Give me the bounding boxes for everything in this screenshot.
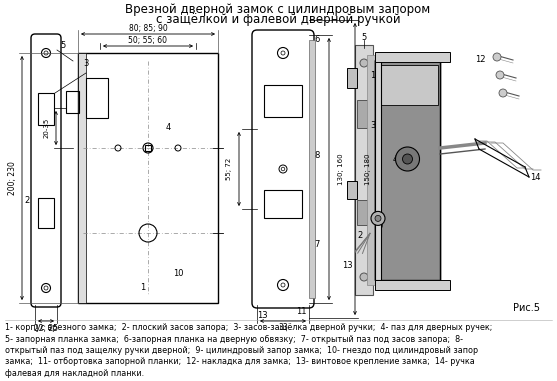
Text: 11: 11 [296, 306, 306, 315]
Text: с защёлкой и фалевой дверной ручкой: с защёлкой и фалевой дверной ручкой [156, 13, 400, 27]
Circle shape [499, 89, 507, 97]
Text: замка;  11- отбортовка запорной планки;  12- накладка для замка;  13- винтовое к: замка; 11- отбортовка запорной планки; 1… [5, 357, 475, 367]
Bar [355, 45, 373, 295]
Text: 1: 1 [140, 283, 145, 293]
Text: 150; 180: 150; 180 [365, 153, 371, 185]
Bar [347, 68, 357, 88]
Bar [375, 60, 440, 280]
Text: 55; 72: 55; 72 [226, 158, 232, 180]
Text: 3: 3 [84, 59, 89, 67]
Circle shape [360, 59, 368, 67]
Text: 8: 8 [314, 151, 319, 160]
Bar [66, 91, 79, 113]
Text: 2: 2 [358, 232, 363, 240]
Text: 2: 2 [25, 196, 30, 205]
Text: 5: 5 [361, 32, 367, 42]
Bar [78, 53, 218, 303]
Text: 9: 9 [378, 222, 383, 231]
Bar [309, 40, 315, 298]
Text: 1- корпус врезного замка;  2- плоский засов запора;  3- засов-защёлка дверной ру: 1- корпус врезного замка; 2- плоский зас… [5, 323, 492, 332]
FancyBboxPatch shape [252, 30, 314, 308]
Bar [264, 190, 302, 218]
Text: 5: 5 [60, 42, 65, 51]
Text: 3: 3 [370, 122, 375, 131]
Text: 13: 13 [257, 311, 267, 320]
Text: 130; 160: 130; 160 [338, 153, 344, 185]
Text: открытый паз под защелку ручки дверной;  9- цилиндровый запор замка;  10- гнездо: открытый паз под защелку ручки дверной; … [5, 346, 478, 355]
Bar [86, 78, 108, 118]
Circle shape [375, 215, 381, 221]
FancyBboxPatch shape [31, 34, 61, 307]
Text: 13: 13 [341, 261, 353, 269]
Text: 1: 1 [370, 70, 375, 80]
Circle shape [403, 154, 413, 164]
Text: 12: 12 [475, 56, 485, 64]
Bar [377, 65, 438, 105]
Bar [367, 55, 375, 285]
Text: 4: 4 [165, 123, 170, 133]
Bar [347, 181, 357, 199]
Text: 200; 230: 200; 230 [7, 161, 17, 195]
Bar [375, 280, 450, 290]
Bar [375, 52, 450, 62]
Text: 50; 55; 60: 50; 55; 60 [129, 35, 168, 45]
Bar [357, 200, 371, 225]
Text: 22; 25: 22; 25 [34, 323, 58, 333]
Bar [38, 93, 54, 125]
Circle shape [493, 53, 501, 61]
Text: 6: 6 [314, 35, 319, 45]
Circle shape [395, 147, 419, 171]
Bar [375, 60, 381, 280]
Text: 4: 4 [392, 155, 398, 163]
Bar [375, 60, 440, 280]
Text: фалевая для накладной планки.: фалевая для накладной планки. [5, 369, 144, 378]
Bar [145, 145, 151, 151]
Circle shape [371, 211, 385, 226]
Bar [357, 100, 371, 128]
Text: Рис.5: Рис.5 [513, 303, 540, 313]
Text: 14: 14 [530, 173, 540, 182]
Bar [264, 85, 302, 117]
Text: 10: 10 [173, 269, 183, 277]
Text: 20-35: 20-35 [44, 118, 50, 138]
Bar [38, 198, 54, 228]
Text: 5- запорная планка замка;  6-запорная планка на дверную обвязку;  7- открытый па: 5- запорная планка замка; 6-запорная пла… [5, 335, 463, 344]
Text: Врезной дверной замок с цилиндровым запором: Врезной дверной замок с цилиндровым запо… [125, 3, 431, 16]
Circle shape [360, 273, 368, 281]
Bar [78, 53, 86, 303]
Text: 7: 7 [314, 240, 319, 248]
Text: 33: 33 [278, 323, 288, 333]
Circle shape [496, 71, 504, 79]
Text: 80; 85; 90: 80; 85; 90 [129, 24, 167, 32]
